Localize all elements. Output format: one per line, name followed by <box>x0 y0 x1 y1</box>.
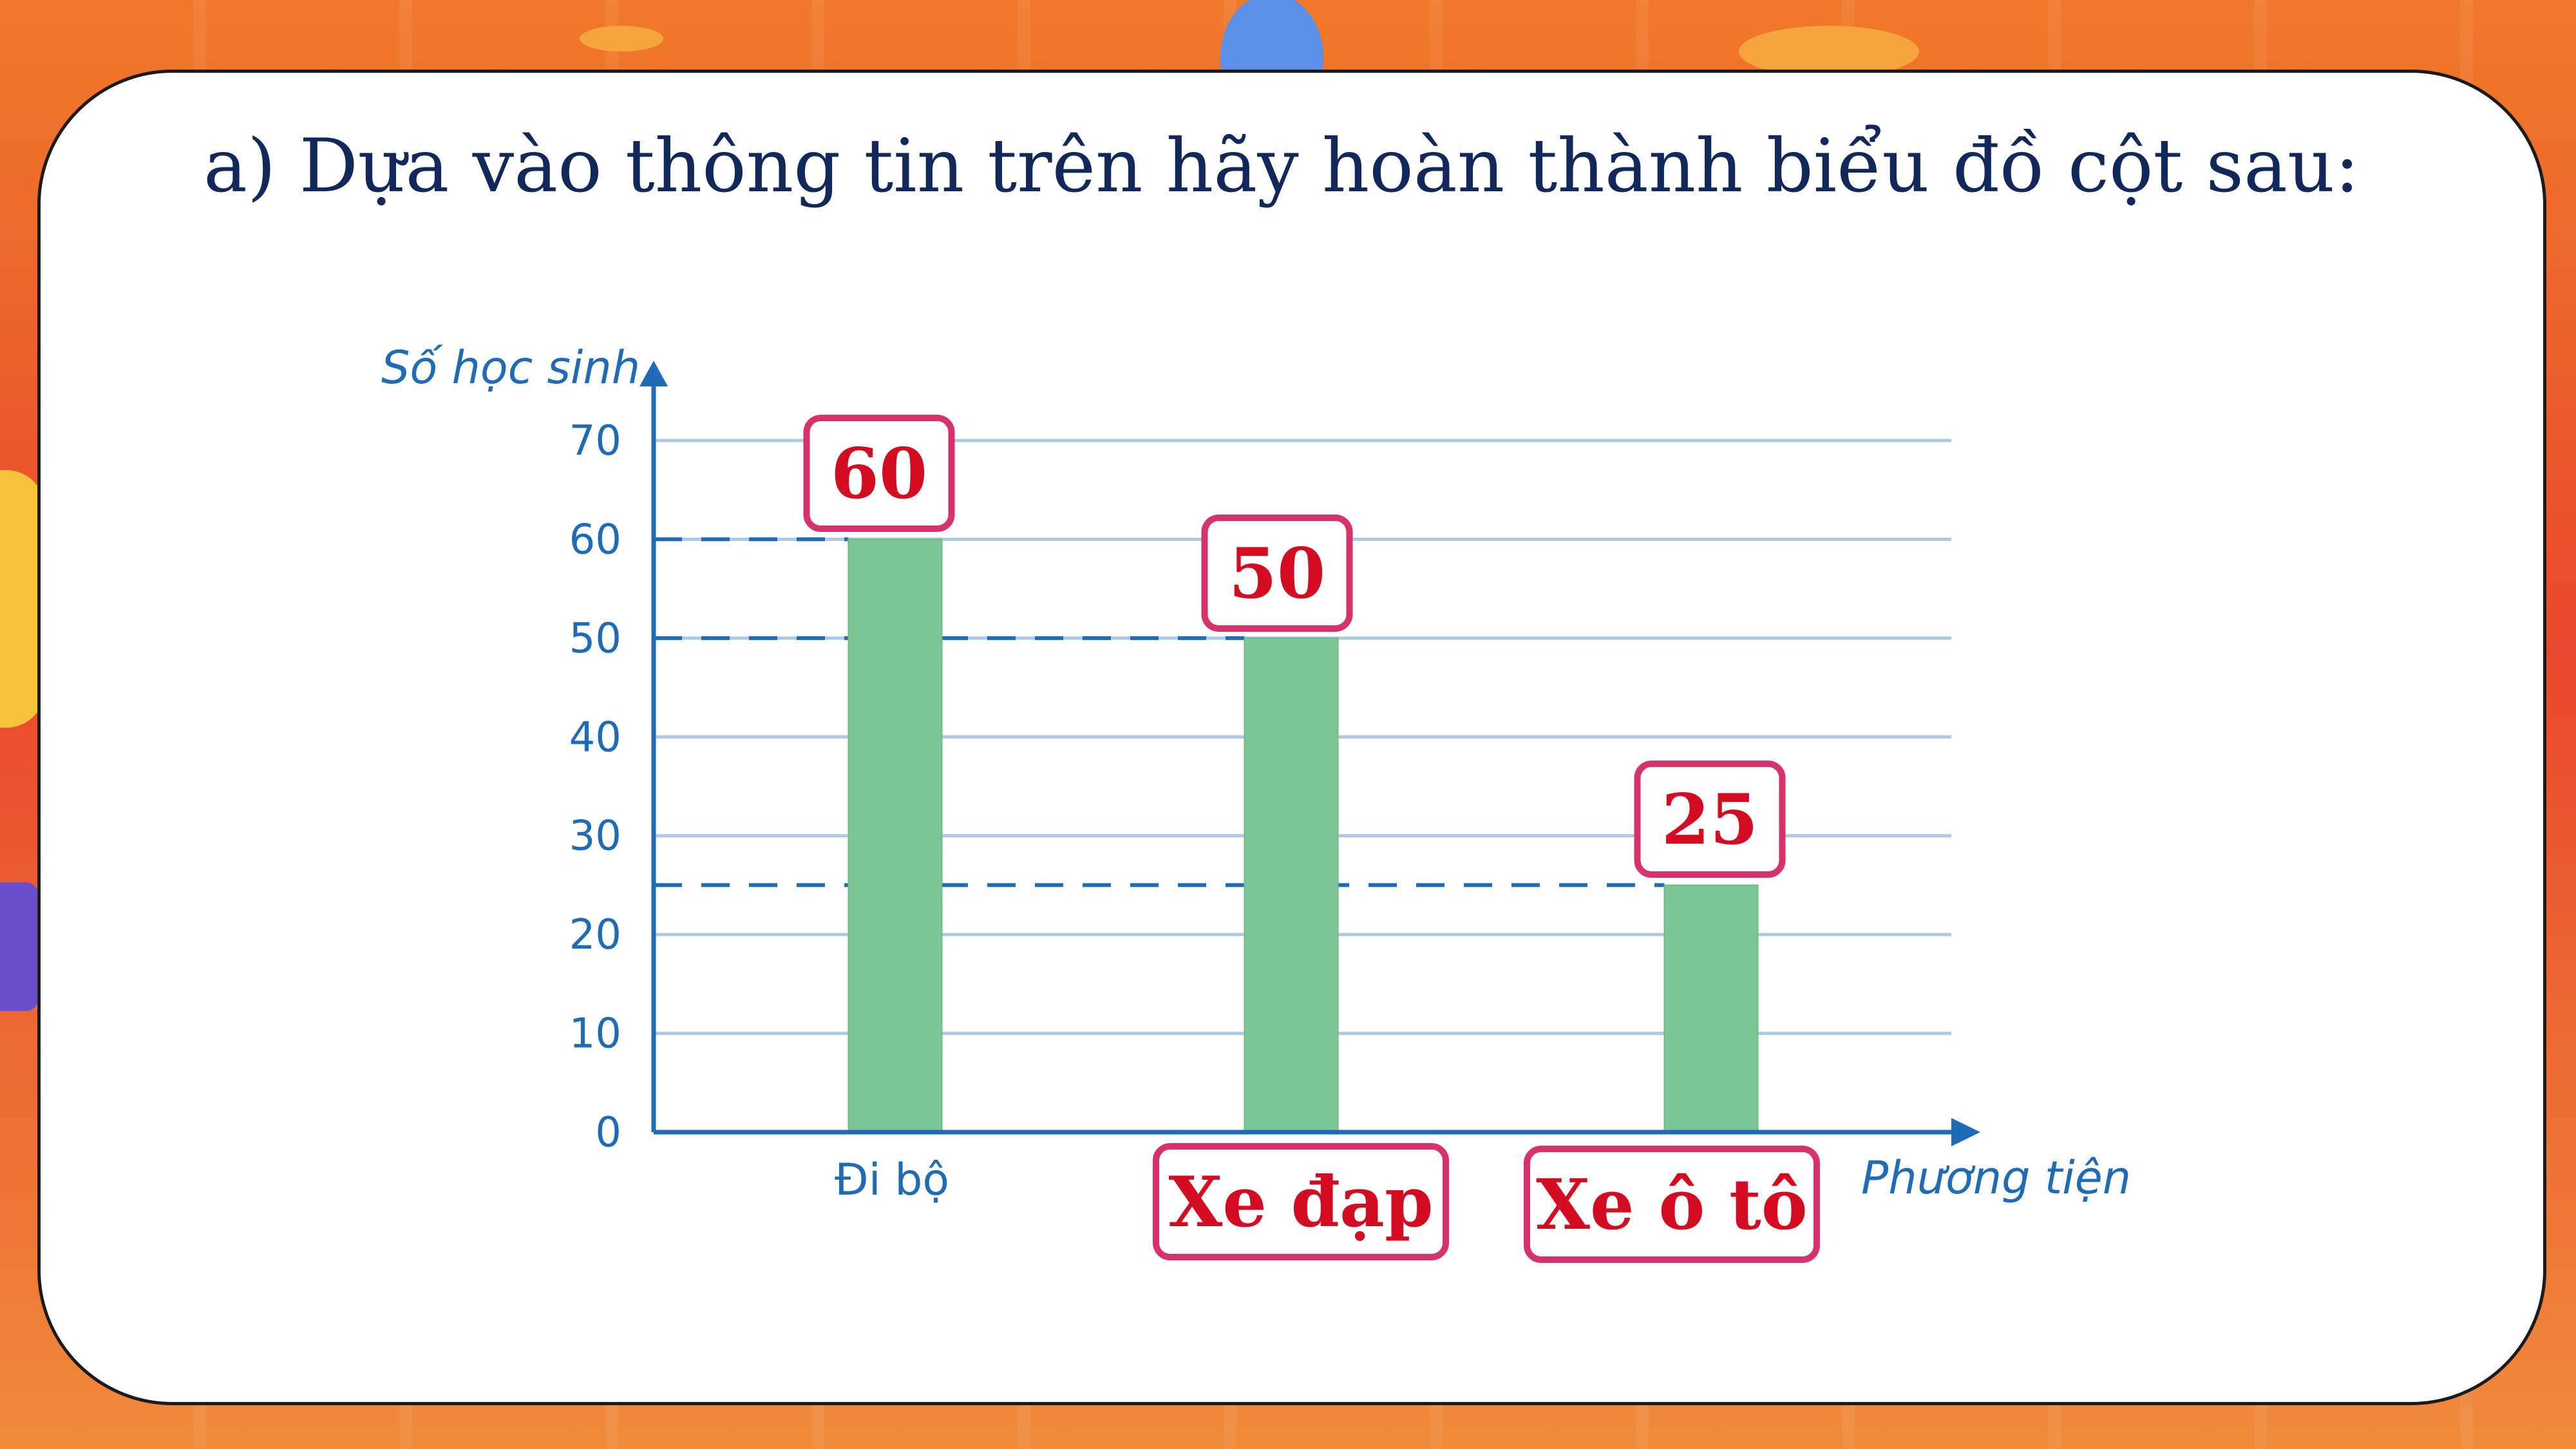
x-category-label: Xe ô tô <box>1536 1164 1808 1245</box>
bar <box>1244 637 1339 1133</box>
decor-purple-block <box>0 882 39 1011</box>
y-tick-label: 30 <box>569 813 621 860</box>
x-category-label: Xe đạp <box>1168 1162 1433 1243</box>
y-tick-label: 10 <box>569 1010 621 1058</box>
data-label-box <box>803 415 955 532</box>
x-category-label-box <box>1524 1146 1820 1263</box>
data-label: 25 <box>1662 779 1758 860</box>
y-tick-label: 50 <box>569 615 621 663</box>
x-category-label-box <box>1153 1143 1449 1260</box>
decor-ellipse <box>1739 26 1919 77</box>
x-axis-arrow <box>1951 1118 1980 1146</box>
y-tick-label: 60 <box>569 516 621 564</box>
bar <box>1663 884 1759 1133</box>
x-category-label: Đi bộ <box>835 1155 949 1206</box>
x-axis-title: Phương tiện <box>1861 1151 2131 1204</box>
y-tick-label: 20 <box>569 911 621 959</box>
slide-title: a) Dựa vào thông tin trên hãy hoàn thành… <box>204 123 2360 209</box>
y-axis-arrow <box>639 361 668 386</box>
data-label: 60 <box>831 433 927 515</box>
y-tick-label: 0 <box>595 1109 621 1157</box>
data-label: 50 <box>1229 533 1325 614</box>
bar <box>848 538 943 1133</box>
data-label-box <box>1201 515 1353 632</box>
data-label-box <box>1634 761 1786 878</box>
y-axis-title: Số học sinh <box>381 341 640 394</box>
y-tick-label: 40 <box>569 714 621 761</box>
decor-ellipse <box>580 26 663 52</box>
y-tick-label: 70 <box>569 417 621 465</box>
